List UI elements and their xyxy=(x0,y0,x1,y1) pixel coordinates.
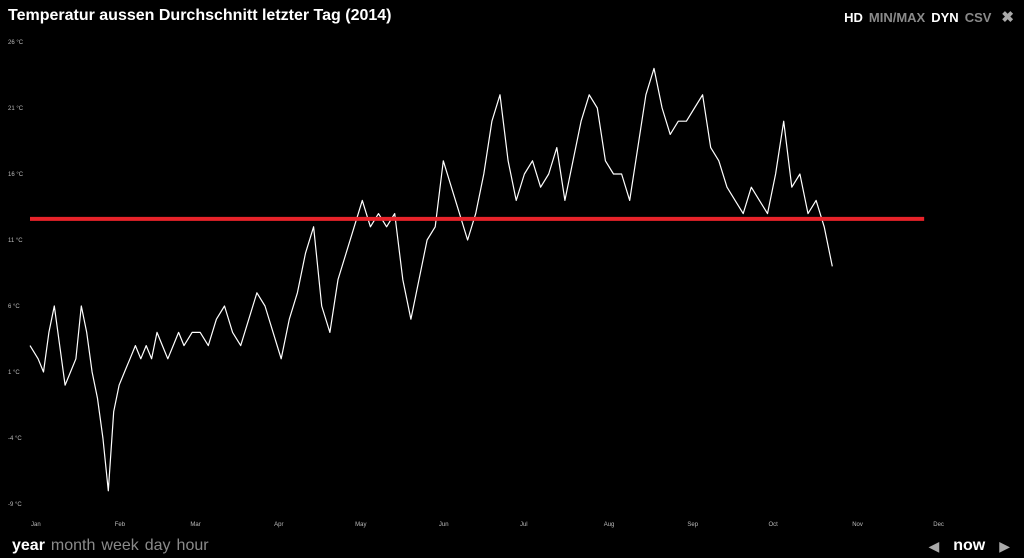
y-tick-label: 26 °C xyxy=(8,40,24,46)
y-tick-label: 1 °C xyxy=(8,370,20,376)
range-year-button[interactable]: year xyxy=(12,537,45,554)
x-tick-label: Jun xyxy=(439,522,449,528)
close-icon[interactable]: ✖ xyxy=(1001,9,1014,26)
y-tick-label: 21 °C xyxy=(8,106,24,112)
y-tick-label: 16 °C xyxy=(8,172,24,178)
x-tick-label: May xyxy=(355,522,366,528)
y-tick-label: 6 °C xyxy=(8,304,20,310)
chart-title: Temperatur aussen Durchschnitt letzter T… xyxy=(8,7,392,24)
x-tick-label: Apr xyxy=(274,522,283,528)
y-tick-label: 11 °C xyxy=(8,238,23,244)
x-tick-label: Oct xyxy=(768,522,778,528)
time-navigation: ◀ now ▶ xyxy=(928,537,1010,555)
range-day-button[interactable]: day xyxy=(144,537,171,554)
x-tick-label: Mar xyxy=(190,522,200,528)
range-month-button[interactable]: month xyxy=(50,537,96,554)
chart-header: Temperatur aussen Durchschnitt letzter T… xyxy=(0,0,1024,30)
x-tick-label: Sep xyxy=(687,522,698,528)
csv-button[interactable]: CSV xyxy=(964,9,992,25)
y-tick-label: -9 °C xyxy=(8,502,22,508)
arrow-left-icon[interactable]: ◀ xyxy=(928,537,940,554)
arrow-right-icon[interactable]: ▶ xyxy=(999,537,1010,554)
x-tick-label: Aug xyxy=(604,522,615,528)
range-week-button[interactable]: week xyxy=(101,537,139,554)
range-selector: year month week day hour xyxy=(12,537,209,555)
x-tick-label: Nov xyxy=(852,522,863,528)
mode-minmax-button[interactable]: MIN/MAX xyxy=(868,9,926,25)
y-tick-label: -4 °C xyxy=(8,436,22,442)
now-button[interactable]: now xyxy=(953,537,986,554)
x-tick-label: Feb xyxy=(115,522,126,528)
x-tick-label: Dec xyxy=(933,522,944,528)
chart-footer: year month week day hour ◀ now ▶ xyxy=(0,536,1024,558)
x-tick-label: Jan xyxy=(31,522,41,528)
temperature-series-line xyxy=(29,67,833,492)
range-hour-button[interactable]: hour xyxy=(176,537,209,554)
mode-dyn-button[interactable]: DYN xyxy=(931,9,959,25)
temperature-line-chart: 26 °C 21 °C 16 °C 11 °C 6 °C 1 °C -4 °C -9 °C Ja… xyxy=(8,40,944,528)
mode-switcher: HD MIN/MAX DYN CSV ✖ xyxy=(844,8,1014,26)
x-tick-label: Jul xyxy=(520,522,528,528)
mode-hd-button[interactable]: HD xyxy=(844,9,863,25)
